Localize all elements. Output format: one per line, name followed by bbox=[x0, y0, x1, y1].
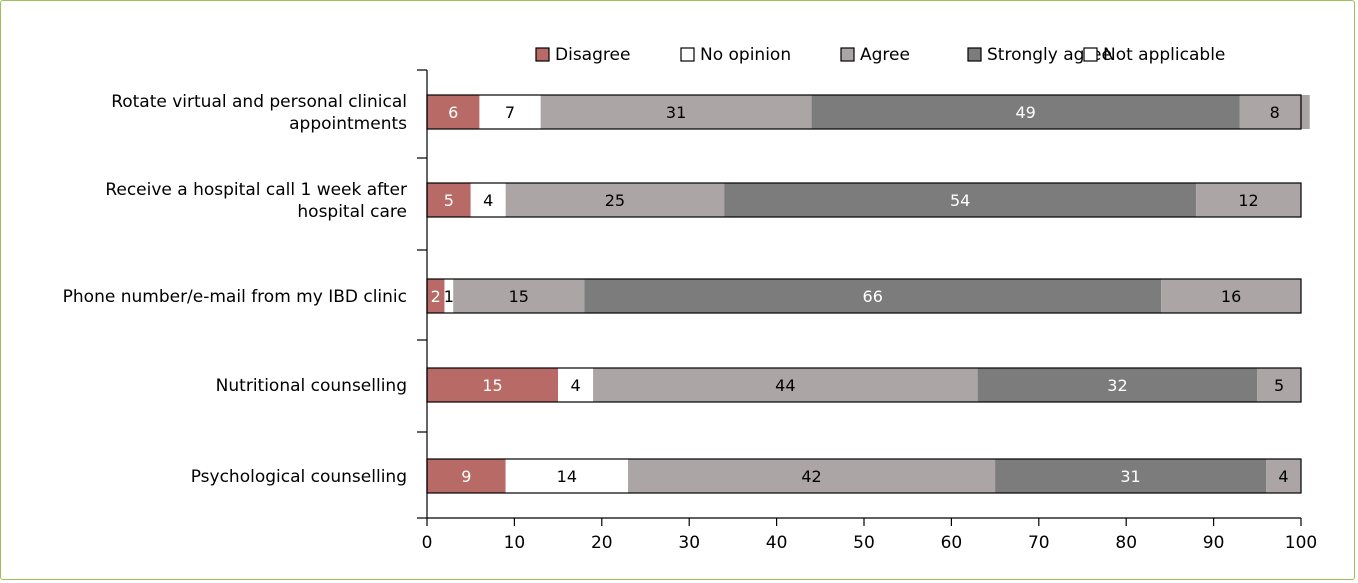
data-label: 7 bbox=[505, 103, 515, 122]
x-tick-label: 50 bbox=[853, 533, 875, 553]
data-label: 32 bbox=[1107, 376, 1127, 395]
bar-segment bbox=[1196, 183, 1301, 217]
data-label: 1 bbox=[444, 287, 454, 306]
data-label: 5 bbox=[1274, 376, 1284, 395]
legend-label: Not applicable bbox=[1103, 45, 1225, 65]
legend-label: Strongly agree bbox=[987, 45, 1112, 65]
bar-segment bbox=[427, 459, 506, 493]
data-label: 16 bbox=[1221, 287, 1241, 306]
legend-label: Disagree bbox=[555, 45, 630, 65]
x-tick-label: 80 bbox=[1115, 533, 1137, 553]
bar-segment bbox=[427, 183, 471, 217]
bar-segment bbox=[1257, 368, 1301, 402]
x-tick-label: 100 bbox=[1285, 533, 1317, 553]
data-label: 49 bbox=[1016, 103, 1036, 122]
category-label: hospital care bbox=[297, 202, 407, 222]
data-label: 44 bbox=[775, 376, 795, 395]
x-tick-label: 10 bbox=[504, 533, 526, 553]
x-tick-label: 40 bbox=[766, 533, 788, 553]
x-tick-label: 20 bbox=[591, 533, 613, 553]
data-label: 42 bbox=[801, 467, 821, 486]
bar-segment bbox=[995, 459, 1267, 493]
bar-segment bbox=[977, 368, 1258, 402]
bar-segment bbox=[584, 279, 1162, 313]
bar-segment bbox=[444, 279, 454, 313]
bar-segment bbox=[593, 368, 978, 402]
data-label: 12 bbox=[1238, 191, 1258, 210]
bar-segment bbox=[811, 95, 1240, 129]
bar-segment bbox=[470, 183, 506, 217]
legend-swatch bbox=[967, 47, 982, 62]
category-label: Psychological counselling bbox=[191, 467, 407, 487]
category-label: Nutritional counselling bbox=[216, 376, 407, 396]
bar-segment bbox=[1161, 279, 1301, 313]
category-label: appointments bbox=[289, 114, 407, 134]
data-label: 14 bbox=[557, 467, 577, 486]
data-label: 6 bbox=[448, 103, 458, 122]
legend-swatch bbox=[840, 47, 855, 62]
bar-segment bbox=[1266, 459, 1301, 493]
x-tick-label: 60 bbox=[941, 533, 963, 553]
bar-segment bbox=[479, 95, 541, 129]
bar-segment bbox=[427, 368, 559, 402]
data-label: 4 bbox=[1278, 467, 1288, 486]
bar-segment bbox=[505, 459, 629, 493]
bar-segment bbox=[628, 459, 996, 493]
data-label: 15 bbox=[509, 287, 529, 306]
data-label: 66 bbox=[863, 287, 883, 306]
x-tick-label: 30 bbox=[678, 533, 700, 553]
bar-segment bbox=[540, 95, 812, 129]
legend-swatch bbox=[680, 47, 695, 62]
data-label: 25 bbox=[605, 191, 625, 210]
legend-swatch bbox=[535, 47, 550, 62]
bar-segment bbox=[724, 183, 1197, 217]
data-label: 54 bbox=[950, 191, 970, 210]
bar-segment bbox=[558, 368, 594, 402]
bar-segment bbox=[1239, 95, 1310, 129]
x-tick-label: 0 bbox=[422, 533, 433, 553]
legend-label: No opinion bbox=[700, 45, 791, 65]
x-tick-label: 90 bbox=[1203, 533, 1225, 553]
x-tick-label: 70 bbox=[1028, 533, 1050, 553]
category-label: Receive a hospital call 1 week after bbox=[105, 180, 407, 200]
data-label: 4 bbox=[483, 191, 493, 210]
legend-label: Agree bbox=[860, 45, 910, 65]
data-label: 31 bbox=[666, 103, 686, 122]
data-label: 5 bbox=[444, 191, 454, 210]
data-label: 2 bbox=[431, 287, 441, 306]
data-label: 8 bbox=[1270, 103, 1280, 122]
legend-swatch bbox=[1083, 47, 1098, 62]
data-label: 9 bbox=[461, 467, 471, 486]
data-label: 15 bbox=[482, 376, 502, 395]
data-label: 31 bbox=[1120, 467, 1140, 486]
category-label: Phone number/e-mail from my IBD clinic bbox=[63, 287, 407, 307]
category-label: Rotate virtual and personal clinical bbox=[111, 92, 407, 112]
bar-segment bbox=[427, 279, 445, 313]
bar-segment bbox=[427, 95, 480, 129]
bar-segment bbox=[505, 183, 725, 217]
bar-segment bbox=[453, 279, 585, 313]
data-label: 4 bbox=[570, 376, 580, 395]
